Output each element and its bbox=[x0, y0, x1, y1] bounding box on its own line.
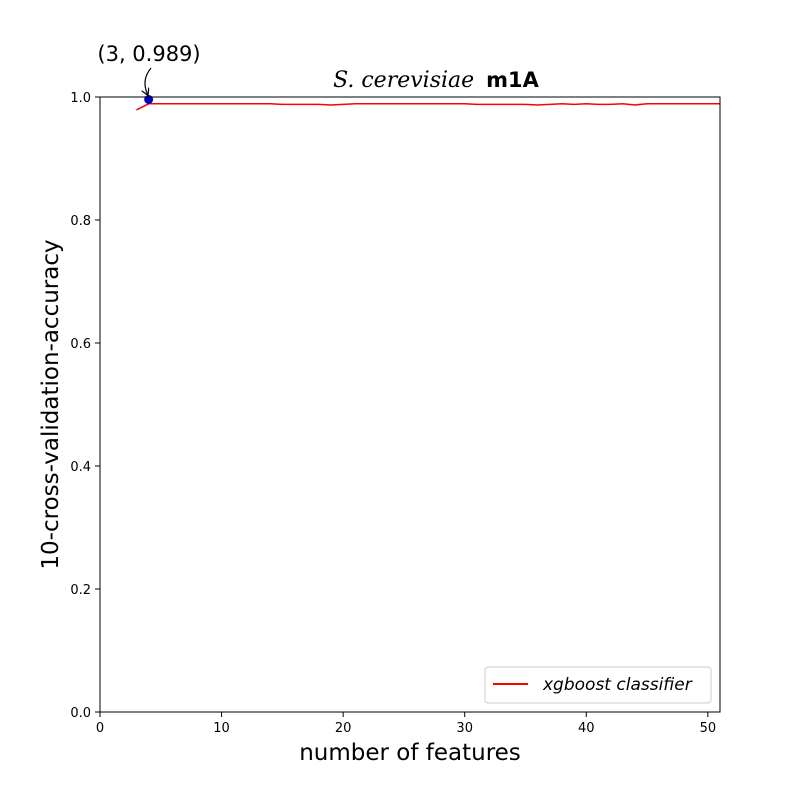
y-tick-label: 0.4 bbox=[70, 460, 91, 475]
x-tick-label: 10 bbox=[213, 721, 230, 736]
x-tick-label: 50 bbox=[700, 721, 717, 736]
legend-box bbox=[484, 666, 712, 704]
axis-ticks: 0 10 20 30 40 50 0.0 0.2 0.4 0.6 0.8 1.0 bbox=[70, 91, 716, 736]
y-tick-label: 0.0 bbox=[70, 706, 91, 721]
x-tick-label: 30 bbox=[456, 721, 473, 736]
x-tick-label: 0 bbox=[96, 721, 104, 736]
best-point-marker bbox=[144, 94, 154, 104]
y-tick-label: 0.2 bbox=[70, 583, 91, 598]
best-point-annotation: (3, 0.989) bbox=[97, 42, 200, 66]
chart-title-bold: m1A bbox=[486, 68, 539, 92]
x-tick-label: 20 bbox=[335, 721, 352, 736]
x-axis-label: number of features bbox=[299, 740, 521, 766]
legend: xgboost classifier bbox=[484, 666, 712, 704]
annotation-arrow bbox=[145, 67, 152, 94]
y-axis-label: 10-cross-validation-accuracy bbox=[38, 239, 64, 569]
legend-label: xgboost classifier bbox=[542, 675, 693, 695]
y-tick-label: 1.0 bbox=[70, 91, 91, 106]
plot-frame bbox=[99, 96, 721, 713]
x-tick-label: 40 bbox=[578, 721, 595, 736]
y-tick-label: 0.8 bbox=[70, 214, 91, 229]
series-line-0 bbox=[136, 102, 720, 111]
chart-title: S. cerevisiae m1A bbox=[333, 68, 540, 93]
chart-title-italic: S. cerevisiae bbox=[333, 68, 474, 93]
y-tick-label: 0.6 bbox=[70, 337, 91, 352]
